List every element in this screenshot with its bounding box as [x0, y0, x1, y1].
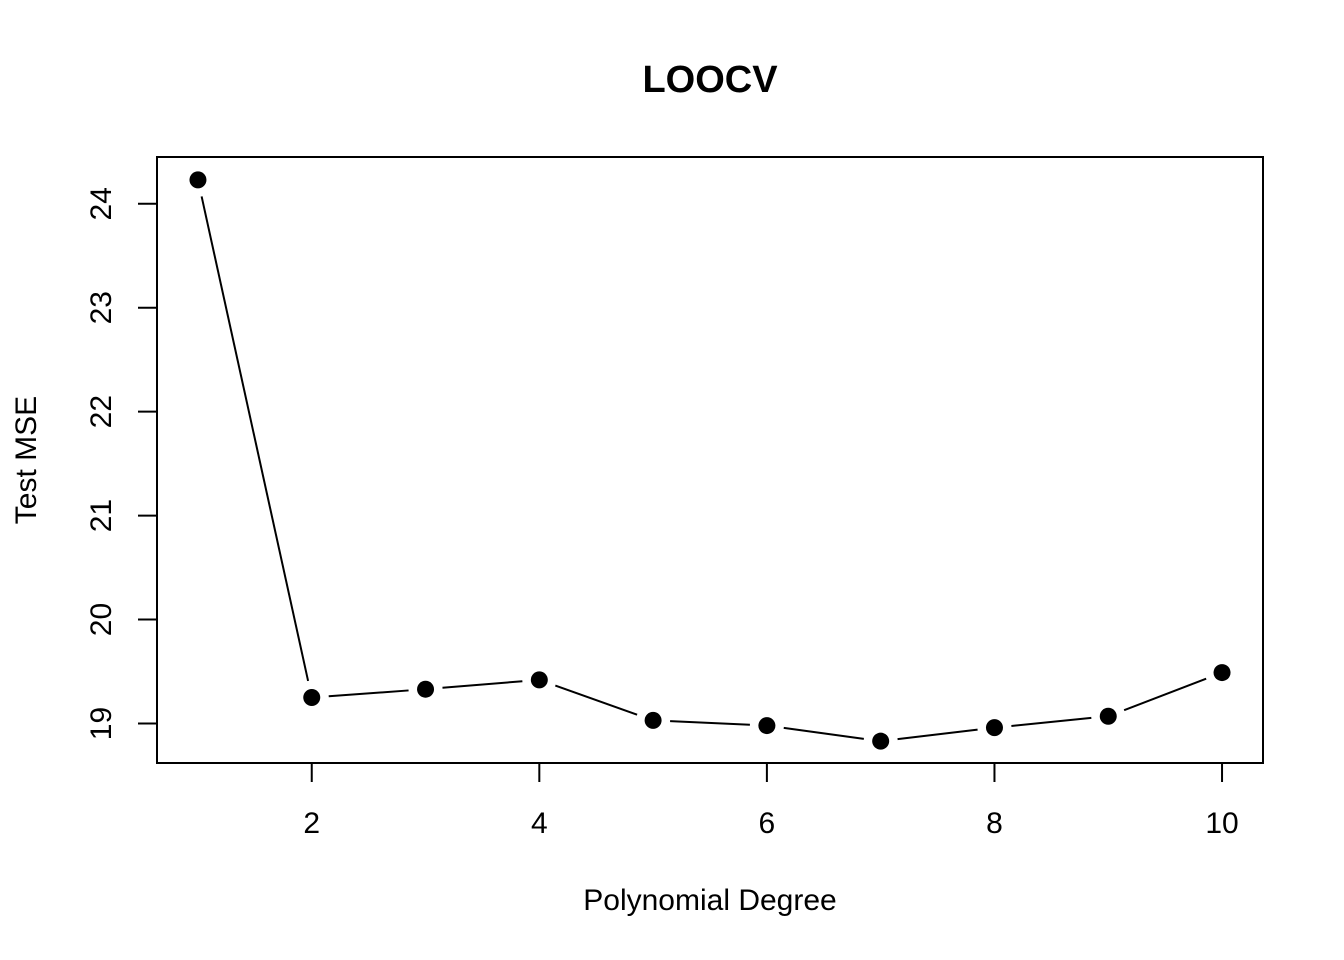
data-point: [303, 689, 321, 707]
data-point: [644, 711, 662, 729]
data-point: [530, 671, 548, 689]
series-segment: [897, 728, 978, 741]
series-segment: [1123, 677, 1207, 712]
y-tick-label: 20: [85, 603, 118, 636]
series-segment: [783, 726, 864, 740]
series-segment: [554, 684, 638, 716]
y-tick-label: 19: [85, 707, 118, 740]
series-segment: [1011, 716, 1092, 727]
series-points: [189, 171, 1231, 750]
x-tick-label: 2: [303, 807, 320, 840]
data-point: [758, 717, 776, 735]
y-tick-label: 22: [85, 395, 118, 428]
x-tick-label: 6: [759, 807, 776, 840]
data-point: [417, 680, 435, 698]
series-segment: [200, 196, 310, 682]
y-tick-label: 21: [85, 499, 118, 532]
data-point: [1099, 707, 1117, 725]
series-line: [200, 196, 1207, 741]
data-point: [872, 732, 890, 750]
series-segment: [328, 689, 409, 698]
data-point: [1213, 664, 1231, 682]
data-point: [985, 719, 1003, 737]
chart-title: LOOCV: [642, 59, 778, 101]
series-segment: [670, 720, 750, 726]
data-point: [189, 171, 207, 189]
y-tick-label: 24: [85, 187, 118, 220]
series-segment: [442, 680, 523, 689]
y-axis-label: Test MSE: [10, 396, 43, 524]
x-tick-label: 4: [531, 807, 548, 840]
y-tick-label: 23: [85, 291, 118, 324]
x-tick-label: 8: [986, 807, 1003, 840]
x-axis-label: Polynomial Degree: [583, 884, 836, 917]
y-axis: 19 20 21 22 23 24: [85, 187, 158, 740]
plot-frame: [156, 156, 1264, 764]
x-axis: 2 4 6 8 10: [303, 762, 1239, 840]
x-tick-label: 10: [1205, 807, 1238, 840]
